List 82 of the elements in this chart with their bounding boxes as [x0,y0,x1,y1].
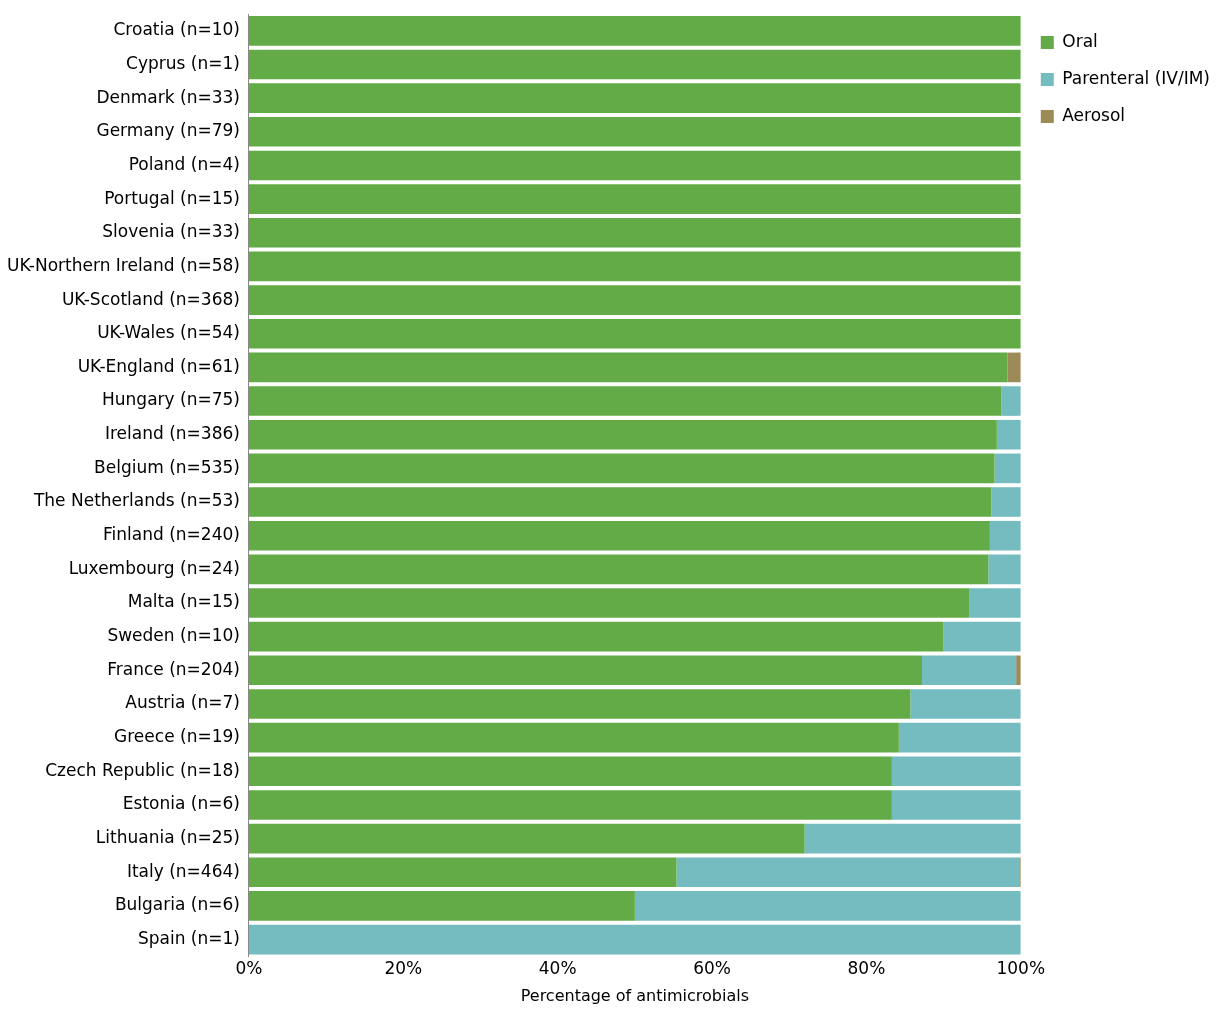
legend-label: Parenteral (IV/IM) [1062,67,1211,88]
y-tick-label: Ireland (n=386) [104,423,240,444]
bar [248,285,1021,315]
y-tick-label: UK-Wales (n=54) [97,322,240,343]
bar [248,722,899,753]
y-tick-label: UK-Scotland (n=368) [61,288,240,309]
x-tick-label: 20% [384,958,423,979]
bar [991,487,1021,517]
bar [891,790,1021,820]
bar [891,756,1021,787]
y-tick-label: France (n=204) [107,658,240,679]
y-tick-label: Bulgaria (n=6) [114,894,240,915]
x-tick-label: 80% [847,958,886,979]
bar [248,217,1021,248]
bar [996,419,1021,450]
bar [248,588,970,618]
bar [248,520,990,551]
bar [910,689,1021,719]
bar [248,184,1021,214]
x-tick-label: 0% [235,958,263,979]
y-tick-label: Croatia (n=10) [113,19,240,40]
y-tick-label: Malta (n=15) [127,591,240,612]
y-tick-label: Spain (n=1) [137,927,240,948]
y-tick-label: Lithuania (n=25) [95,827,240,848]
bar [969,588,1021,618]
bar [248,487,992,517]
bar [248,891,635,921]
bar [248,790,892,820]
x-tick-label: 100% [996,958,1046,979]
x-axis-title: Percentage of antimicrobials [520,985,749,1005]
bar [248,655,922,686]
y-tick-label: Estonia (n=6) [122,793,240,814]
y-tick-label: Denmark (n=33) [96,86,240,107]
bar [676,857,1020,888]
y-tick-label: Luxembourg (n=24) [68,557,240,578]
y-tick-label: UK-England (n=61) [77,355,240,376]
y-tick-label: Czech Republic (n=18) [45,759,240,780]
bar [804,823,1021,854]
bar [248,49,1021,80]
bar [248,83,1021,113]
bar [248,318,1021,349]
x-tick-label: 40% [538,958,577,979]
y-tick-label: Austria (n=7) [125,692,240,713]
bar [994,453,1021,484]
bar [248,116,1021,147]
bar [248,352,1008,383]
y-tick-label: Germany (n=79) [96,120,240,141]
y-tick-label: Poland (n=4) [128,153,240,174]
y-tick-label: Cyprus (n=1) [126,52,240,73]
bar [248,453,995,484]
bar [248,251,1021,282]
legend-label: Aerosol [1062,104,1126,125]
bar [1001,386,1021,416]
y-tick-label: Hungary (n=75) [102,389,240,410]
y-tick-label: The Netherlands (n=53) [32,490,240,511]
bar [248,16,1021,46]
bar [988,554,1021,585]
bar [248,621,944,652]
bar [248,386,1002,416]
bar [898,722,1021,753]
y-tick-label: Greece (n=19) [114,726,240,747]
legend-label: Oral [1062,30,1098,51]
bar [248,756,892,787]
bar [248,924,1021,955]
bar [634,891,1021,921]
bar [248,150,1021,181]
y-tick-label: Finland (n=240) [103,524,240,545]
bar [248,857,677,888]
x-tick-label: 60% [693,958,731,979]
bar [989,520,1021,551]
bar [248,419,997,450]
bar [248,689,911,719]
y-tick-label: Sweden (n=10) [107,625,240,646]
y-tick-label: Belgium (n=535) [94,456,240,477]
bar [943,621,1021,652]
bar [248,554,989,585]
y-tick-label: Slovenia (n=33) [102,221,240,242]
bar [921,655,1017,686]
y-tick-label: UK-Northern Ireland (n=58) [6,254,240,275]
y-tick-label: Portugal (n=15) [104,187,240,208]
y-tick-label: Italy (n=464) [126,860,240,881]
bar [248,823,805,854]
